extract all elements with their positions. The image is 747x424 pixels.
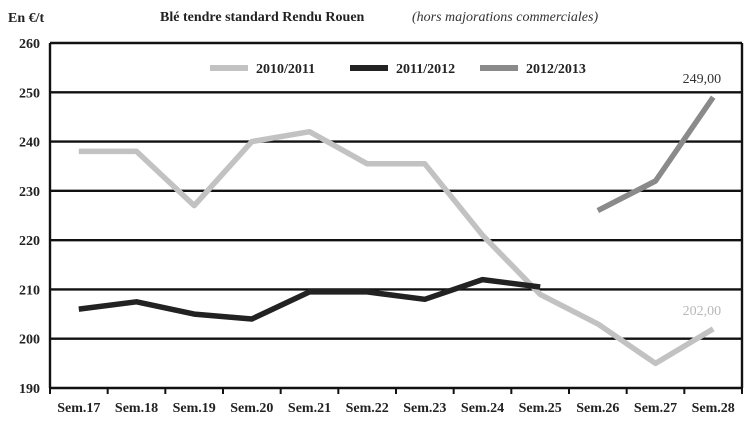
series-line-2011-2012 (78, 276, 541, 322)
x-tick-label: Sem.23 (403, 401, 446, 416)
chart-title: Blé tendre standard Rendu Rouen (160, 10, 365, 25)
series-lines (78, 95, 716, 367)
chart-subtitle: (hors majorations commerciales) (412, 10, 598, 25)
series-line-2012-2013 (596, 95, 716, 214)
y-tick-label: 210 (19, 283, 40, 298)
legend: 2010/2011 2011/2012 2012/2013 (210, 62, 586, 77)
y-tick-label: 220 (19, 234, 40, 249)
x-tick-label: Sem.17 (57, 401, 100, 416)
end-value-label: 249,00 (683, 72, 722, 87)
y-tick-label: 250 (19, 86, 40, 101)
x-tick-label: Sem.22 (346, 401, 389, 416)
y-axis-label: En €/t (8, 11, 45, 26)
end-value-label: 202,00 (683, 304, 722, 319)
y-tick-label: 240 (19, 136, 40, 151)
legend-label: 2011/2012 (396, 62, 455, 77)
x-tick-label: Sem.20 (230, 401, 273, 416)
legend-label: 2010/2011 (256, 62, 315, 77)
data-labels: 202,00 249,00 (683, 72, 722, 319)
y-tick-label: 200 (19, 333, 40, 348)
x-tick-label: Sem.24 (461, 401, 504, 416)
series-line-2010-2011 (78, 128, 715, 367)
y-tick-label: 230 (19, 185, 40, 200)
y-tick-labels: 190 200 210 220 230 240 250 260 (19, 37, 40, 397)
x-tick-label: Sem.28 (692, 401, 735, 416)
y-tick-label: 260 (19, 37, 40, 52)
x-tick-label: Sem.18 (115, 401, 158, 416)
grid-lines (48, 41, 744, 390)
x-tick-label: Sem.25 (519, 401, 562, 416)
x-tick-label: Sem.21 (288, 401, 331, 416)
x-tick-label: Sem.26 (576, 401, 619, 416)
x-tick-label: Sem.27 (634, 401, 677, 416)
legend-label: 2012/2013 (526, 62, 586, 77)
x-tick-labels: Sem.17 Sem.18 Sem.19 Sem.20 Sem.21 Sem.22 Sem.… (49, 388, 743, 416)
x-tick-label: Sem.19 (173, 401, 216, 416)
y-tick-label: 190 (19, 382, 40, 397)
